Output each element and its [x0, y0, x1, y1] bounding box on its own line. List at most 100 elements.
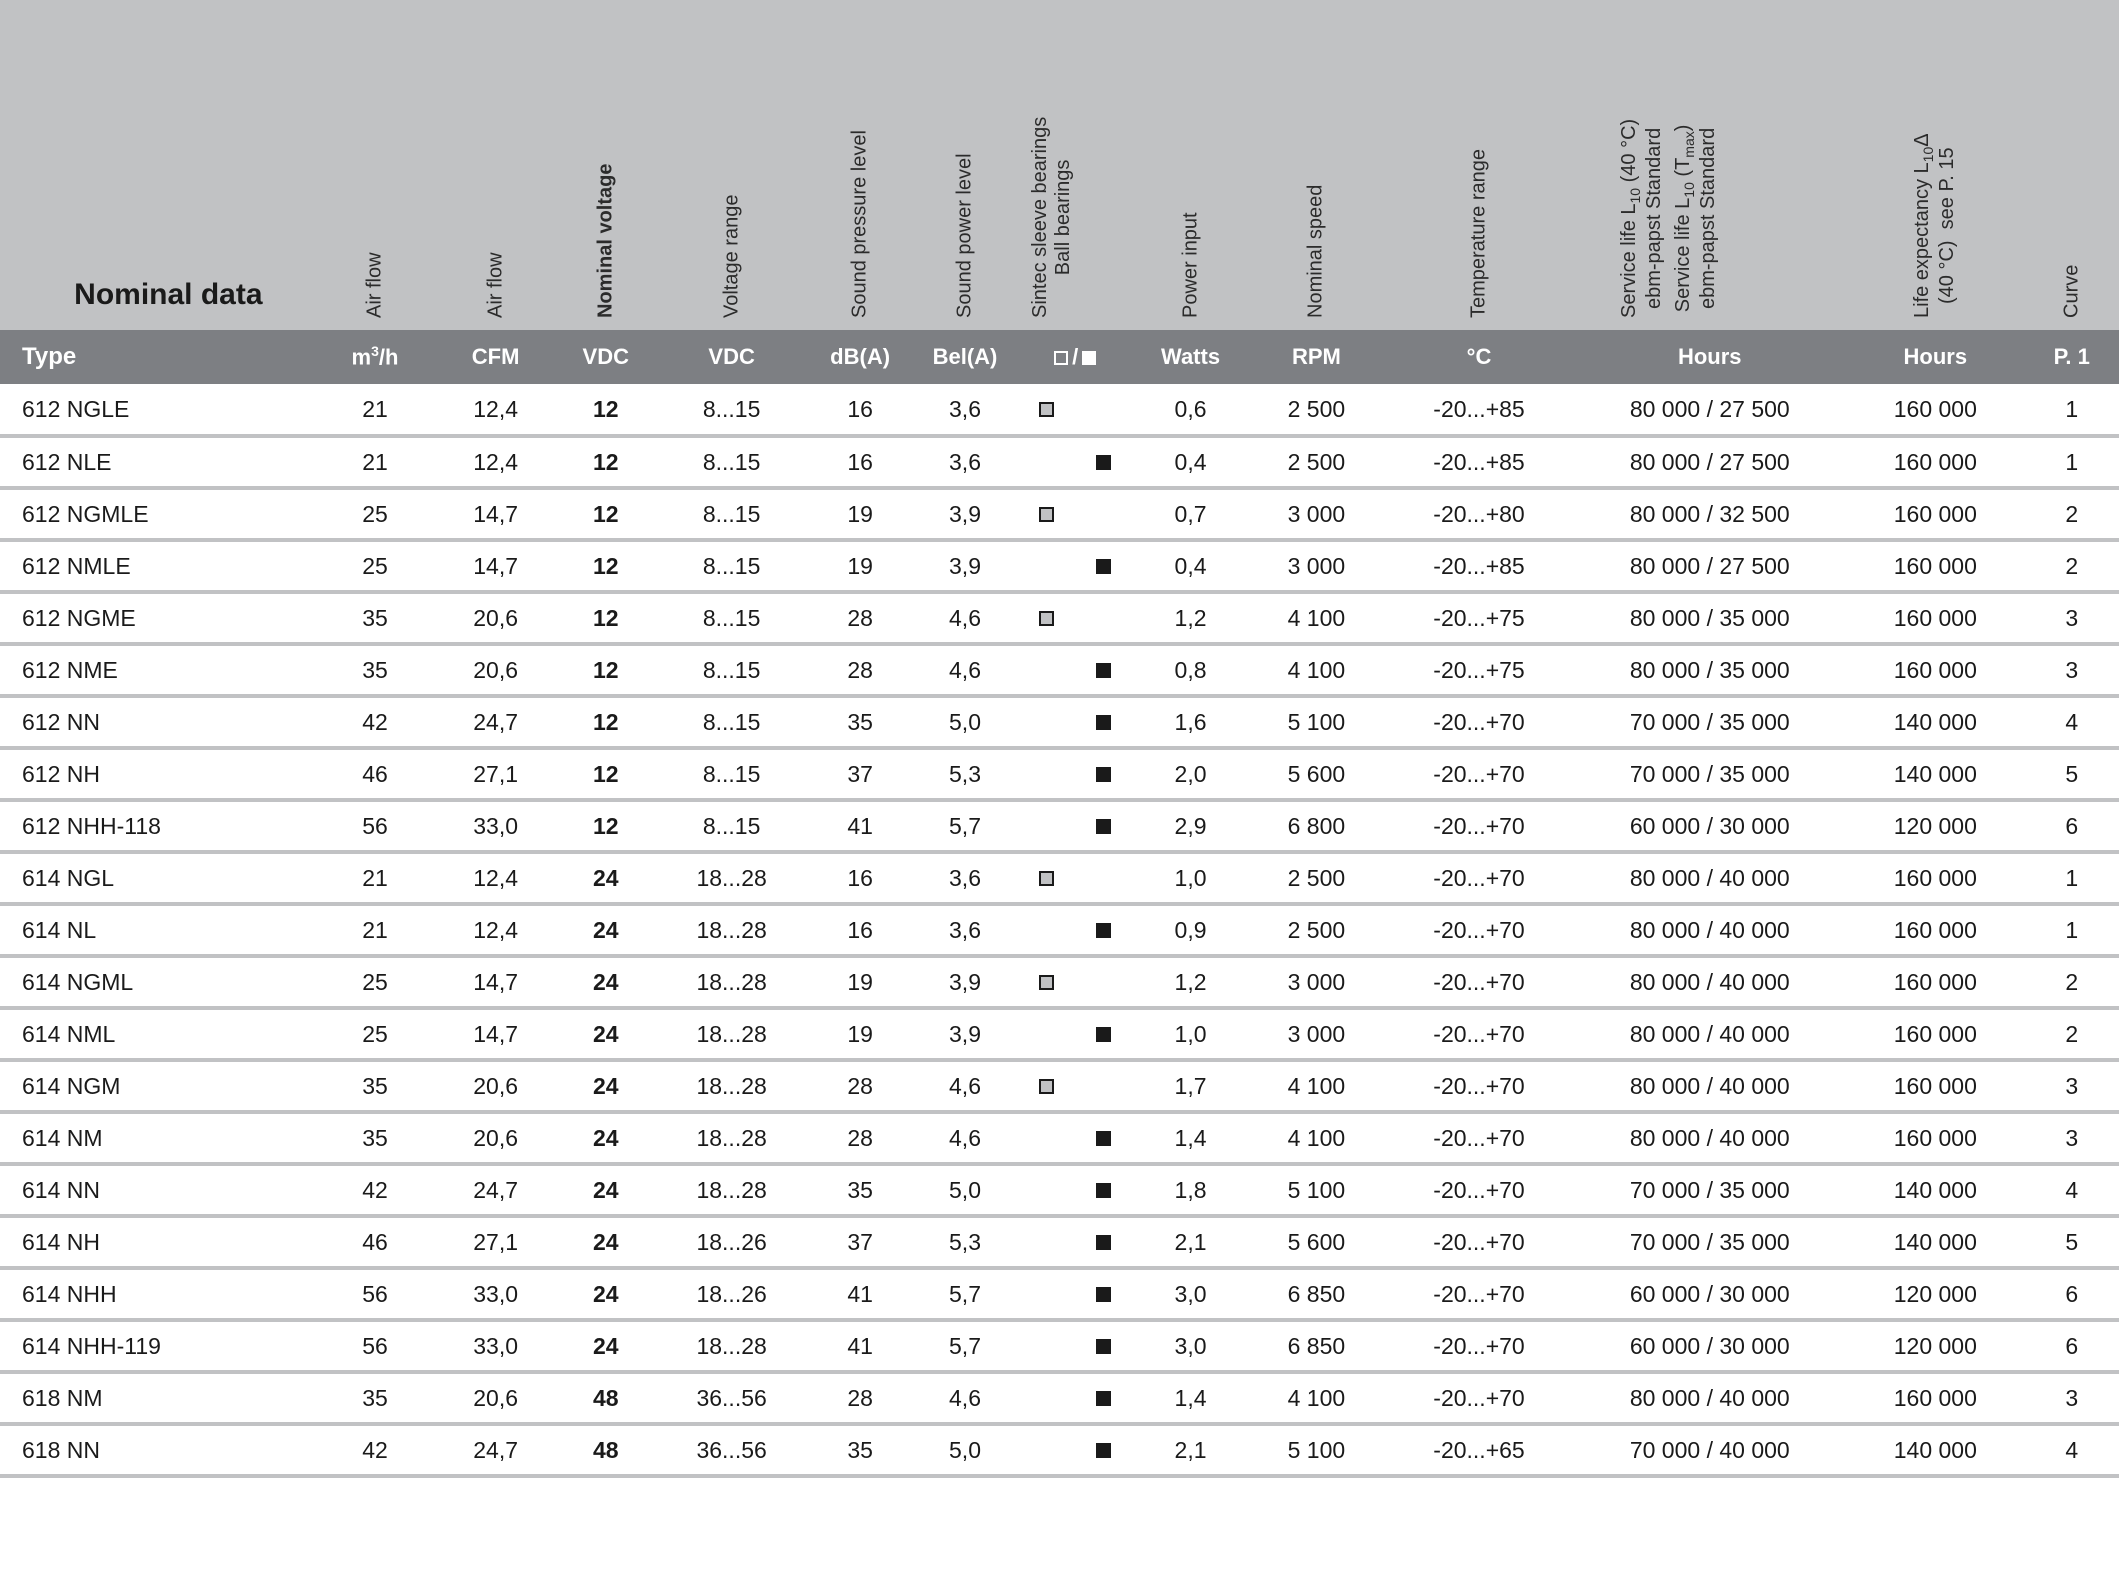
cell-voltage-range: 8...15 [656, 436, 808, 488]
cell-service-life: 80 000 / 40 000 [1573, 956, 1846, 1008]
cell-rpm: 2 500 [1248, 384, 1384, 436]
cell-spl: 16 [808, 436, 913, 488]
cell-power-input: 2,0 [1133, 748, 1248, 800]
cell-curve: 4 [2024, 696, 2119, 748]
table-row: 614 NML2514,72418...28193,91,03 000-20..… [0, 1008, 2119, 1060]
cell-life-expectancy: 160 000 [1846, 592, 2024, 644]
table-row: 614 NHH-1195633,02418...28415,73,06 850-… [0, 1320, 2119, 1372]
cell-airflow-m3h: 35 [315, 1060, 436, 1112]
cell-swl: 4,6 [913, 1112, 1018, 1164]
cell-temp: -20...+65 [1385, 1424, 1574, 1476]
sintec-icon [1039, 402, 1054, 417]
cell-nominal-voltage: 24 [556, 852, 656, 904]
cell-power-input: 1,6 [1133, 696, 1248, 748]
cell-rpm: 3 000 [1248, 956, 1384, 1008]
cell-rpm: 6 850 [1248, 1320, 1384, 1372]
unit-curve-page: P. 1 [2024, 330, 2119, 384]
cell-nominal-voltage: 24 [556, 1320, 656, 1372]
cell-service-life: 70 000 / 35 000 [1573, 1216, 1846, 1268]
cell-bearing [1017, 540, 1132, 592]
cell-power-input: 2,1 [1133, 1216, 1248, 1268]
cell-swl: 5,7 [913, 1268, 1018, 1320]
cell-airflow-cfm: 20,6 [435, 592, 556, 644]
cell-rpm: 5 100 [1248, 1164, 1384, 1216]
unit-degc: °C [1385, 330, 1574, 384]
col-label-spl: Sound pressure level [808, 0, 913, 330]
cell-swl: 3,6 [913, 436, 1018, 488]
cell-bearing [1017, 904, 1132, 956]
col-label-bearings: Sintec sleeve bearingsBall bearings [1017, 0, 1132, 330]
table-row: 612 NGMLE2514,7128...15193,90,73 000-20.… [0, 488, 2119, 540]
nominal-data-title: Nominal data [0, 0, 315, 330]
cell-airflow-cfm: 24,7 [435, 1424, 556, 1476]
nominal-data-table: Nominal data Air flow Air flow Nominal v… [0, 0, 2119, 1478]
cell-swl: 5,3 [913, 1216, 1018, 1268]
cell-temp: -20...+70 [1385, 1268, 1574, 1320]
cell-airflow-m3h: 46 [315, 1216, 436, 1268]
table-row: 612 NGME3520,6128...15284,61,24 100-20..… [0, 592, 2119, 644]
cell-life-expectancy: 160 000 [1846, 1372, 2024, 1424]
cell-airflow-cfm: 20,6 [435, 1372, 556, 1424]
header-units-row: Type m3/h CFM VDC VDC dB(A) Bel(A) / Wat… [0, 330, 2119, 384]
cell-curve: 1 [2024, 852, 2119, 904]
cell-spl: 16 [808, 904, 913, 956]
table-row: 614 NM3520,62418...28284,61,44 100-20...… [0, 1112, 2119, 1164]
cell-nominal-voltage: 12 [556, 644, 656, 696]
cell-bearing [1017, 1216, 1132, 1268]
cell-airflow-m3h: 25 [315, 956, 436, 1008]
cell-rpm: 5 100 [1248, 696, 1384, 748]
cell-swl: 4,6 [913, 1060, 1018, 1112]
ball-icon [1096, 1131, 1111, 1146]
cell-spl: 28 [808, 644, 913, 696]
cell-type: 612 NLE [0, 436, 315, 488]
cell-airflow-cfm: 14,7 [435, 1008, 556, 1060]
cell-bearing [1017, 1372, 1132, 1424]
col-label-nominal-voltage: Nominal voltage [556, 0, 656, 330]
cell-rpm: 5 600 [1248, 748, 1384, 800]
col-label-life-expectancy: Life expectancy L10Δ(40 °C) see P. 15 [1846, 0, 2024, 330]
cell-rpm: 5 600 [1248, 1216, 1384, 1268]
cell-type: 614 NGL [0, 852, 315, 904]
cell-bearing [1017, 384, 1132, 436]
unit-dba: dB(A) [808, 330, 913, 384]
cell-airflow-cfm: 14,7 [435, 956, 556, 1008]
cell-temp: -20...+85 [1385, 540, 1574, 592]
cell-power-input: 0,8 [1133, 644, 1248, 696]
col-label-airflow-cfm: Air flow [435, 0, 556, 330]
cell-power-input: 1,7 [1133, 1060, 1248, 1112]
cell-power-input: 2,9 [1133, 800, 1248, 852]
cell-temp: -20...+70 [1385, 1112, 1574, 1164]
cell-temp: -20...+70 [1385, 696, 1574, 748]
cell-swl: 3,9 [913, 956, 1018, 1008]
cell-airflow-cfm: 33,0 [435, 800, 556, 852]
cell-type: 614 NHH [0, 1268, 315, 1320]
cell-service-life: 60 000 / 30 000 [1573, 800, 1846, 852]
cell-life-expectancy: 160 000 [1846, 644, 2024, 696]
cell-service-life: 80 000 / 27 500 [1573, 384, 1846, 436]
ball-icon [1096, 1287, 1111, 1302]
cell-airflow-m3h: 21 [315, 384, 436, 436]
cell-nominal-voltage: 24 [556, 1164, 656, 1216]
cell-curve: 3 [2024, 1060, 2119, 1112]
cell-swl: 4,6 [913, 1372, 1018, 1424]
cell-temp: -20...+85 [1385, 384, 1574, 436]
cell-spl: 19 [808, 488, 913, 540]
cell-curve: 3 [2024, 1112, 2119, 1164]
cell-life-expectancy: 140 000 [1846, 696, 2024, 748]
cell-curve: 1 [2024, 436, 2119, 488]
ball-icon [1096, 559, 1111, 574]
cell-type: 614 NM [0, 1112, 315, 1164]
cell-service-life: 80 000 / 35 000 [1573, 644, 1846, 696]
cell-bearing [1017, 644, 1132, 696]
cell-nominal-voltage: 24 [556, 1060, 656, 1112]
cell-type: 614 NML [0, 1008, 315, 1060]
cell-airflow-cfm: 20,6 [435, 1060, 556, 1112]
cell-voltage-range: 18...26 [656, 1268, 808, 1320]
cell-curve: 5 [2024, 748, 2119, 800]
table-row: 614 NH4627,12418...26375,32,15 600-20...… [0, 1216, 2119, 1268]
cell-bearing [1017, 1268, 1132, 1320]
cell-power-input: 2,1 [1133, 1424, 1248, 1476]
cell-curve: 2 [2024, 540, 2119, 592]
cell-temp: -20...+70 [1385, 1008, 1574, 1060]
cell-swl: 3,6 [913, 904, 1018, 956]
